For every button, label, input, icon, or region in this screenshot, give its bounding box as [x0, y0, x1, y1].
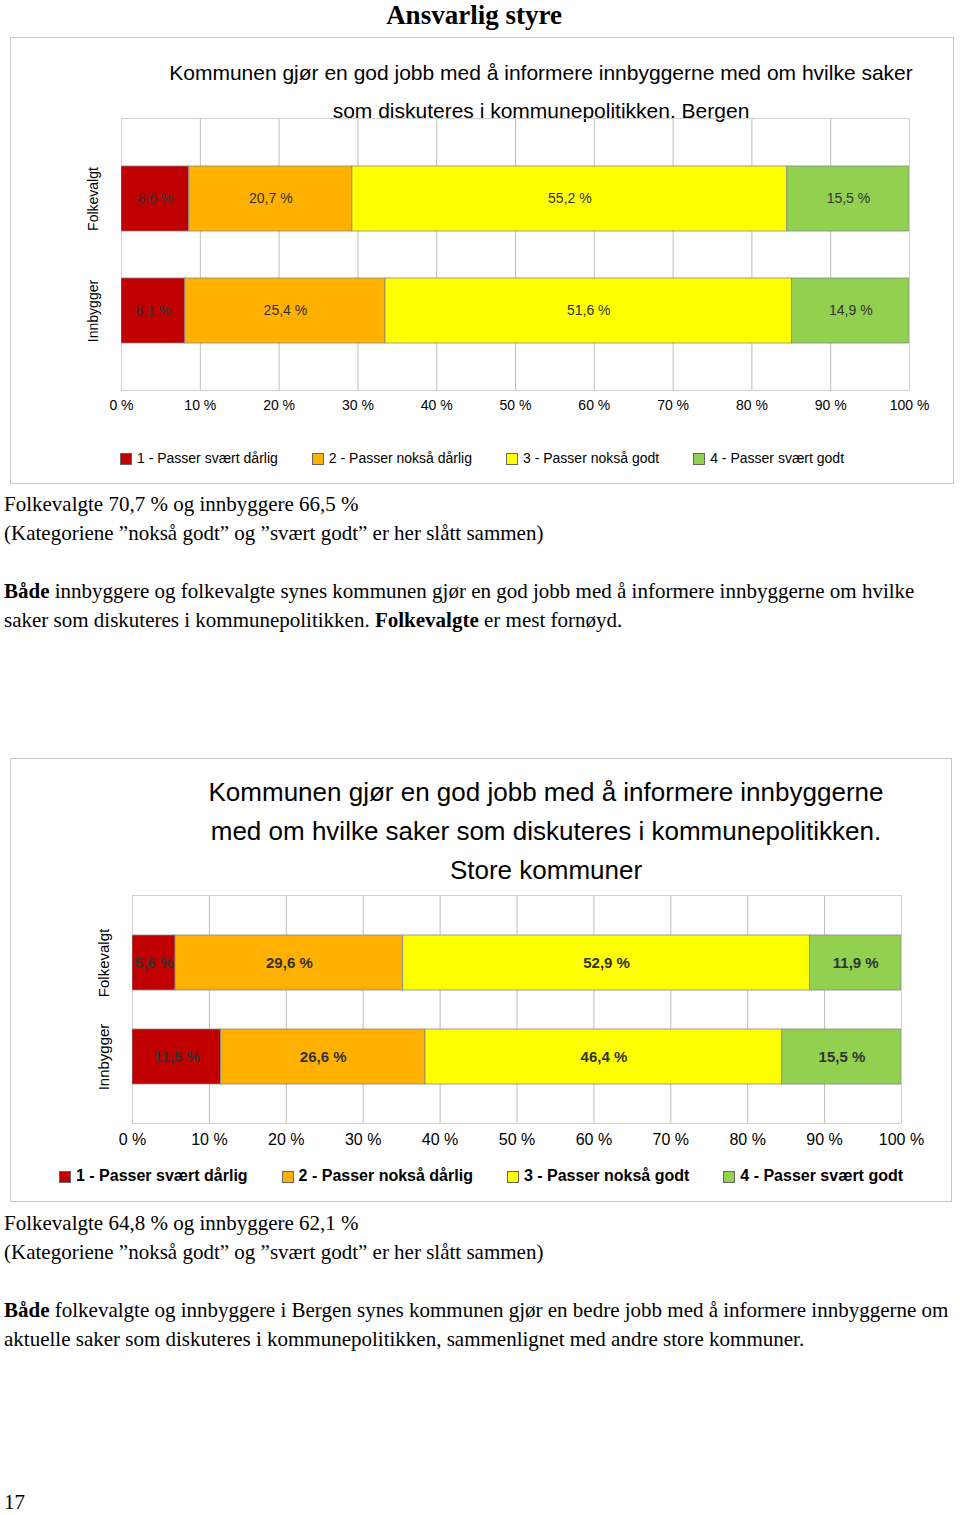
- html-text:17: 17: [4, 1490, 25, 1514]
- svg-text:8,1 %: 8,1 %: [136, 302, 172, 318]
- svg-text:70 %: 70 %: [653, 1131, 689, 1148]
- svg-text:0 %: 0 %: [109, 397, 133, 413]
- svg-text:80 %: 80 %: [729, 1131, 765, 1148]
- svg-text:Folkevalgt: Folkevalgt: [95, 928, 112, 997]
- svg-text:70 %: 70 %: [657, 397, 689, 413]
- svg-text:Innbygger: Innbygger: [95, 1024, 112, 1091]
- html-text:1 - Passer svært dårlig: 1 - Passer svært dårlig: [137, 450, 278, 466]
- html-text:Kommunen gjør en god jobb med: Kommunen gjør en god jobb med å informer…: [208, 777, 884, 885]
- svg-text:26,6 %: 26,6 %: [300, 1048, 347, 1065]
- svg-text:90 %: 90 %: [815, 397, 847, 413]
- html-text:Både innbyggere og folkevalgte: Både innbyggere og folkevalgte synes kom…: [4, 579, 915, 632]
- svg-text:50 %: 50 %: [500, 397, 532, 413]
- svg-text:20 %: 20 %: [263, 397, 295, 413]
- html-text:4 - Passer svært godt: 4 - Passer svært godt: [710, 450, 844, 466]
- svg-text:20,7 %: 20,7 %: [249, 190, 293, 206]
- svg-text:55,2 %: 55,2 %: [548, 190, 592, 206]
- svg-text:15,5 %: 15,5 %: [827, 190, 871, 206]
- html-text:(Kategoriene ”nokså godt” og ”: (Kategoriene ”nokså godt” og ”svært godt…: [4, 1240, 544, 1264]
- html-text:Kommunen gjør en god jobb med: Kommunen gjør en god jobb med å informer…: [169, 61, 913, 122]
- svg-text:46,4 %: 46,4 %: [581, 1048, 628, 1065]
- svg-text:20 %: 20 %: [268, 1131, 304, 1148]
- svg-text:100 %: 100 %: [879, 1131, 924, 1148]
- html-text:Folkevalgte 64,8 % og innbygge: Folkevalgte 64,8 % og innbyggere 62,1 %: [4, 1211, 359, 1235]
- svg-text:60 %: 60 %: [576, 1131, 612, 1148]
- svg-text:100 %: 100 %: [890, 397, 930, 413]
- svg-text:15,5 %: 15,5 %: [819, 1048, 866, 1065]
- svg-text:30 %: 30 %: [345, 1131, 381, 1148]
- svg-text:Innbygger: Innbygger: [85, 280, 101, 343]
- svg-text:40 %: 40 %: [422, 1131, 458, 1148]
- svg-text:51,6 %: 51,6 %: [567, 302, 611, 318]
- svg-text:10 %: 10 %: [191, 1131, 227, 1148]
- svg-text:14,9 %: 14,9 %: [829, 302, 873, 318]
- svg-text:30 %: 30 %: [342, 397, 374, 413]
- svg-text:10 %: 10 %: [184, 397, 216, 413]
- svg-text:80 %: 80 %: [736, 397, 768, 413]
- html-text:Ansvarlig styre: Ansvarlig styre: [386, 0, 562, 30]
- svg-text:50 %: 50 %: [499, 1131, 535, 1148]
- html-text:3 - Passer nokså godt: 3 - Passer nokså godt: [523, 450, 660, 466]
- svg-text:29,6 %: 29,6 %: [266, 954, 313, 971]
- svg-text:11,5 %: 11,5 %: [154, 1048, 200, 1065]
- html-text:3 - Passer nokså godt: 3 - Passer nokså godt: [523, 1167, 690, 1184]
- html-text:4 - Passer svært godt: 4 - Passer svært godt: [740, 1167, 903, 1184]
- html-text:(Kategoriene ”nokså godt” og ”: (Kategoriene ”nokså godt” og ”svært godt…: [4, 521, 544, 545]
- svg-text:90 %: 90 %: [806, 1131, 842, 1148]
- svg-text:52,9 %: 52,9 %: [583, 954, 630, 971]
- svg-text:40 %: 40 %: [421, 397, 453, 413]
- svg-text:5,6 %: 5,6 %: [135, 954, 173, 971]
- svg-text:0 %: 0 %: [119, 1131, 147, 1148]
- svg-text:60 %: 60 %: [578, 397, 610, 413]
- html-text:2 - Passer nokså dårlig: 2 - Passer nokså dårlig: [298, 1167, 473, 1184]
- svg-text:8,6 %: 8,6 %: [137, 190, 173, 206]
- html-text:Både folkevalgte og innbyggere: Både folkevalgte og innbyggere i Bergen …: [4, 1298, 949, 1351]
- html-text:1 - Passer svært dårlig: 1 - Passer svært dårlig: [76, 1167, 248, 1184]
- svg-text:11,9 %: 11,9 %: [833, 954, 879, 971]
- svg-text:25,4 %: 25,4 %: [264, 302, 308, 318]
- html-text:Folkevalgte 70,7 % og innbygge: Folkevalgte 70,7 % og innbyggere 66,5 %: [4, 492, 359, 516]
- svg-text:Folkevalgt: Folkevalgt: [85, 167, 101, 231]
- html-text:2 - Passer nokså dårlig: 2 - Passer nokså dårlig: [328, 450, 472, 466]
